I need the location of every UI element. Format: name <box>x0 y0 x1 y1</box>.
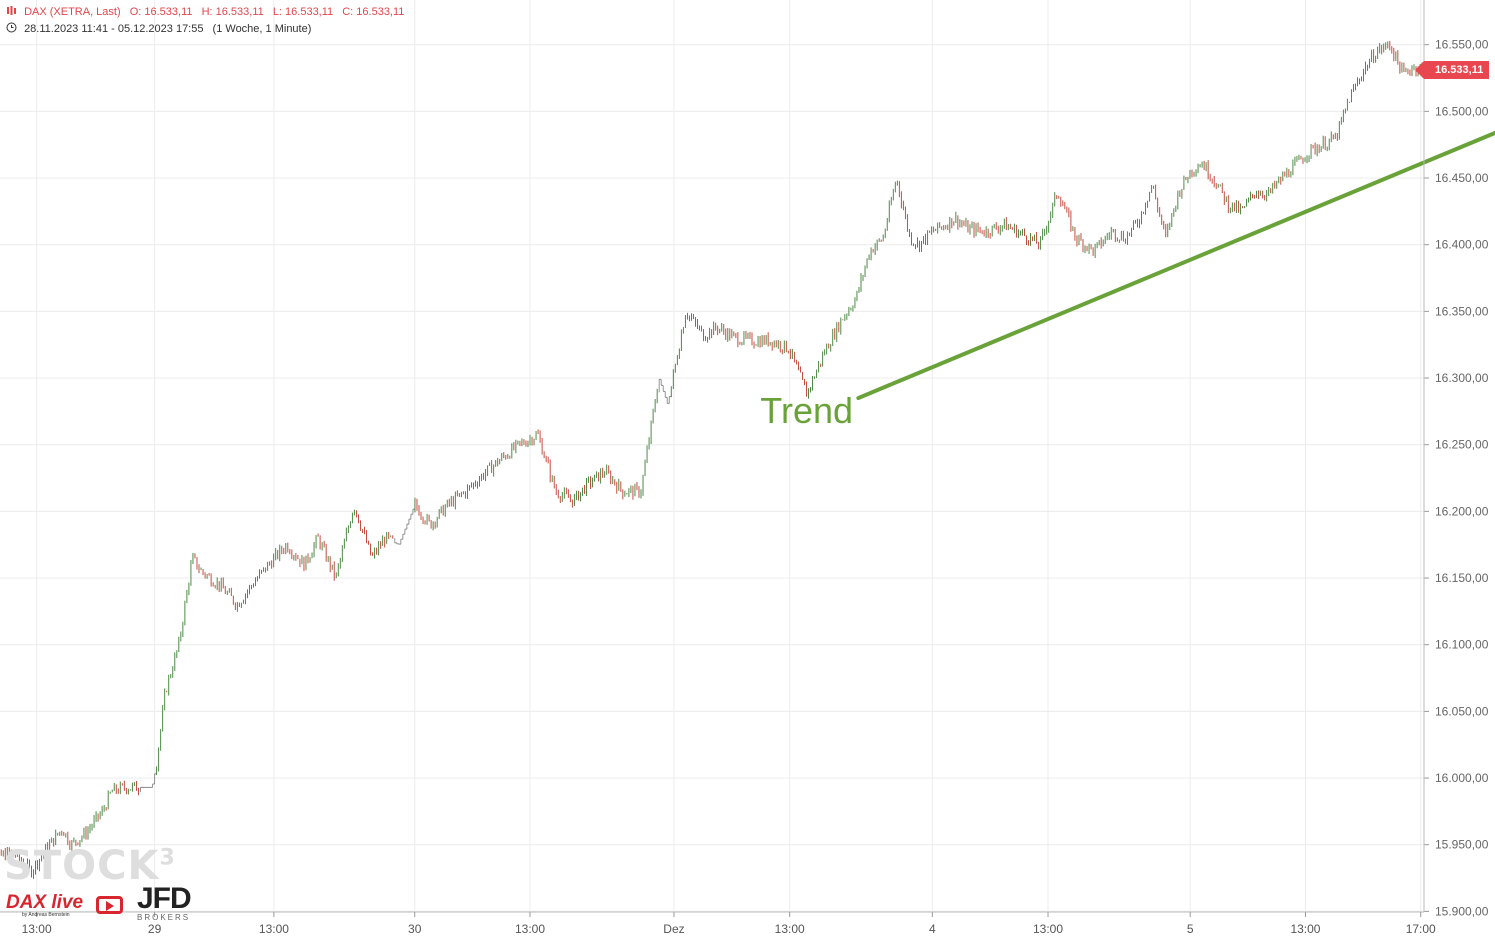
y-tick-label: 16.250,00 <box>1435 438 1489 452</box>
x-tick-label: 13:00 <box>259 922 289 936</box>
last-price-badge: 16.533,11 <box>1414 61 1490 79</box>
y-tick-label: 16.350,00 <box>1435 304 1489 318</box>
high-value: H: 16.533,11 <box>201 6 264 18</box>
y-tick-label: 16.500,00 <box>1435 104 1489 118</box>
chart-grid <box>0 0 1424 912</box>
open-value: O: 16.533,11 <box>129 6 193 18</box>
y-tick-label: 15.900,00 <box>1435 904 1489 918</box>
low-value: L: 16.533,11 <box>272 6 334 18</box>
x-tick-label: 13:00 <box>515 922 545 936</box>
x-tick-label: 30 <box>408 922 422 936</box>
y-tick-label: 16.300,00 <box>1435 371 1489 385</box>
y-tick-label: 16.400,00 <box>1435 238 1489 252</box>
x-tick-label: 5 <box>1187 922 1194 936</box>
date-range: 28.11.2023 11:41 - 05.12.2023 17:55 <box>24 23 204 35</box>
chart-header-range: 28.11.2023 11:41 - 05.12.2023 17:55 (1 W… <box>6 22 317 35</box>
clock-icon <box>6 22 17 33</box>
y-axis: 15.900,00 15.950,00 16.000,00 16.050,00 16.1… <box>1423 0 1489 918</box>
x-axis: 13:00 29 13:00 30 13:00 Dez 13:00 4 13:00 5 13:00 1… <box>0 911 1436 936</box>
x-tick-label: Dez <box>663 922 684 936</box>
price-series <box>0 40 1449 879</box>
x-tick-label: 29 <box>148 922 162 936</box>
dax-live-logo: DAX live <box>6 892 84 913</box>
x-tick-label: 17:00 <box>1406 922 1436 936</box>
interval-label: (1 Woche, 1 Minute) <box>212 23 312 35</box>
x-tick-label: 4 <box>929 922 936 936</box>
y-tick-label: 16.150,00 <box>1435 571 1489 585</box>
y-tick-label: 16.050,00 <box>1435 704 1489 718</box>
y-tick-label: 16.200,00 <box>1435 504 1489 518</box>
trendline-segment[interactable] <box>856 130 1495 401</box>
jfd-logo: JFD <box>137 882 192 915</box>
close-value: C: 16.533,11 <box>342 6 405 18</box>
x-tick-label: 13:00 <box>22 922 52 936</box>
jfd-subtitle: BROKERS <box>137 913 191 922</box>
x-tick-label: 13:00 <box>775 922 805 936</box>
y-tick-label: 16.450,00 <box>1435 171 1489 185</box>
chart-header-ohlc: DAX (XETRA, Last) O: 16.533,11 H: 16.533… <box>6 5 410 18</box>
y-tick-label: 16.000,00 <box>1435 771 1489 785</box>
y-tick-label: 16.550,00 <box>1435 38 1489 52</box>
x-tick-label: 13:00 <box>1290 922 1320 936</box>
y-tick-label: 15.950,00 <box>1435 838 1489 852</box>
play-icon <box>96 896 123 914</box>
trendline[interactable]: Trend <box>760 130 1495 431</box>
x-tick-label: 13:00 <box>1033 922 1063 936</box>
trend-label: Trend <box>760 390 853 431</box>
stock3-watermark: STOCK3 <box>4 843 176 889</box>
dax-live-subtitle: by Andreas Bernstein <box>22 912 70 918</box>
chart-type-icon[interactable] <box>6 5 17 16</box>
instrument-name: DAX (XETRA, Last) <box>24 6 121 18</box>
y-tick-label: 16.100,00 <box>1435 638 1489 652</box>
